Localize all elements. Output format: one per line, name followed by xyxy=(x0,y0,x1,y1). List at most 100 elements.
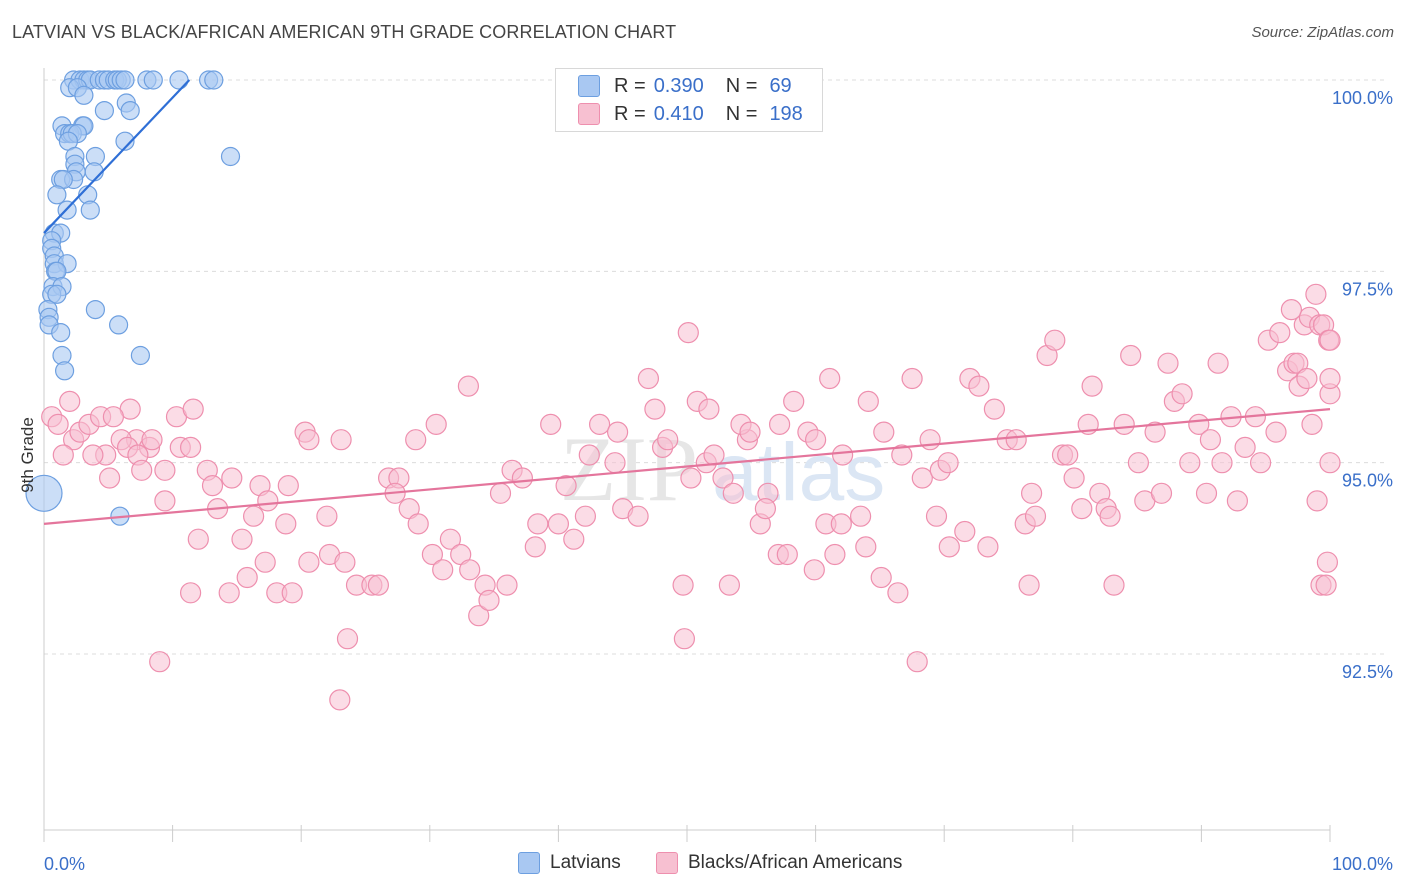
data-point-blacks xyxy=(919,429,941,451)
data-point-blacks xyxy=(574,505,597,527)
data-point-blacks xyxy=(182,398,204,420)
data-point-blacks xyxy=(1005,429,1027,451)
data-point-blacks xyxy=(1319,367,1341,390)
data-point-latvians xyxy=(47,284,67,304)
y-tick-label: 92.5% xyxy=(1342,662,1393,682)
legend-n-label: N = xyxy=(725,102,758,125)
data-point-blacks xyxy=(1171,383,1193,405)
y-axis-title: 9th Grade xyxy=(18,417,37,493)
series-legend: Latvians Blacks/African Americans xyxy=(0,852,1406,878)
legend-r-label: R = xyxy=(614,74,646,97)
data-point-blacks xyxy=(1226,490,1249,512)
data-point-blacks xyxy=(254,551,276,573)
data-point-blacks xyxy=(901,367,923,390)
data-point-blacks xyxy=(1199,429,1222,451)
data-point-blacks xyxy=(1305,283,1327,305)
data-point-latvians xyxy=(47,185,67,205)
data-point-blacks xyxy=(275,513,297,535)
x-tick-label: 0.0% xyxy=(44,854,85,874)
data-point-latvians xyxy=(120,100,140,121)
data-point-latvians xyxy=(115,70,135,90)
data-point-latvians xyxy=(115,131,135,151)
data-point-blacks xyxy=(457,375,479,397)
legend-r-label: R = xyxy=(614,102,646,125)
trend-lines xyxy=(43,79,1331,525)
data-point-blacks xyxy=(102,406,125,428)
data-point-blacks xyxy=(334,551,356,573)
data-point-blacks xyxy=(439,528,461,550)
data-point-blacks xyxy=(768,413,791,435)
legend-n-value: 198 xyxy=(769,102,803,125)
data-point-blacks xyxy=(277,475,299,497)
data-point-latvians xyxy=(108,315,129,335)
data-point-blacks xyxy=(180,582,202,604)
legend-n-label: N = xyxy=(725,74,758,97)
data-point-latvians xyxy=(143,70,163,90)
data-point-latvians xyxy=(85,300,106,320)
data-point-blacks xyxy=(925,505,948,527)
data-point-blacks xyxy=(540,413,562,435)
y-tick-label: 97.5% xyxy=(1342,279,1393,299)
data-point-blacks xyxy=(1234,436,1256,458)
data-point-blacks xyxy=(627,505,649,527)
data-point-blacks xyxy=(703,444,725,466)
data-point-blacks xyxy=(644,398,666,420)
data-point-blacks xyxy=(1071,498,1093,520)
data-point-blacks xyxy=(1306,490,1328,512)
data-point-blacks xyxy=(606,421,629,443)
data-point-blacks xyxy=(1157,352,1179,374)
data-point-blacks xyxy=(1057,444,1079,466)
data-point-blacks xyxy=(1099,505,1121,527)
data-point-blacks xyxy=(1018,574,1040,596)
data-point-blacks xyxy=(1319,329,1341,351)
data-point-blacks xyxy=(1179,452,1201,474)
data-point-blacks xyxy=(243,505,265,527)
data-point-latvians xyxy=(80,200,100,220)
data-point-latvians xyxy=(220,146,241,167)
data-point-blacks xyxy=(1120,344,1142,367)
trend-line-latvians xyxy=(43,79,191,234)
data-point-blacks xyxy=(1081,375,1103,397)
data-point-blacks xyxy=(722,482,744,504)
data-point-blacks xyxy=(680,467,702,489)
data-point-blacks xyxy=(937,452,959,474)
data-point-blacks xyxy=(180,436,202,458)
data-point-blacks xyxy=(938,536,960,558)
y-tick-label: 100.0% xyxy=(1332,88,1393,108)
legend-item-latvians[interactable]: Latvians xyxy=(518,852,621,874)
legend-item-blacks[interactable]: Blacks/African Americans xyxy=(656,852,902,874)
data-point-blacks xyxy=(511,467,534,489)
data-point-blacks xyxy=(604,452,626,474)
data-point-blacks xyxy=(478,589,500,612)
legend-row-latvians: R = 0.390 N = 69 xyxy=(578,74,792,98)
data-point-blacks xyxy=(712,467,734,489)
data-point-blacks xyxy=(1127,452,1150,474)
data-point-blacks xyxy=(657,429,679,451)
data-point-blacks xyxy=(911,467,933,489)
data-point-blacks xyxy=(1265,421,1287,443)
data-point-blacks xyxy=(149,651,171,673)
data-point-latvians xyxy=(169,70,189,90)
data-point-blacks xyxy=(154,459,176,481)
data-point-blacks xyxy=(830,513,852,535)
legend-row-blacks: R = 0.410 N = 198 xyxy=(578,102,803,126)
data-point-blacks xyxy=(1319,452,1341,474)
data-point-blacks xyxy=(432,559,454,581)
data-point-latvians xyxy=(54,361,75,381)
data-point-blacks xyxy=(739,421,761,443)
data-point-blacks xyxy=(588,413,611,435)
data-point-blacks xyxy=(1144,421,1166,443)
data-point-blacks xyxy=(849,505,872,527)
legend-label-latvians: Latvians xyxy=(550,852,621,873)
data-point-latvians xyxy=(51,323,71,343)
data-point-blacks xyxy=(257,490,279,512)
data-point-blacks xyxy=(1103,574,1125,596)
data-point-blacks xyxy=(870,566,892,589)
series-blacks-african-americans xyxy=(41,283,1341,711)
data-point-blacks xyxy=(718,574,741,596)
data-point-latvians xyxy=(25,474,63,512)
data-point-blacks xyxy=(1063,467,1085,489)
data-point-blacks xyxy=(47,413,69,435)
data-point-blacks xyxy=(1024,505,1047,527)
